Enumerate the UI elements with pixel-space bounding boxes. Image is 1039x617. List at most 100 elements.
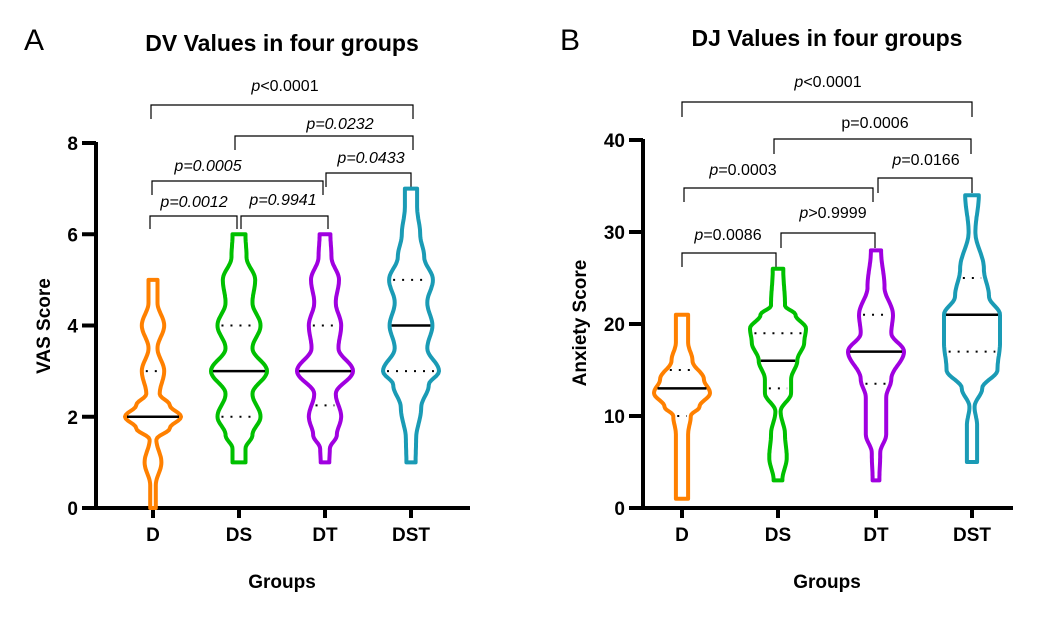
- violin-dt: [295, 232, 355, 465]
- comparison-d-vs-dst: p<0.0001: [681, 74, 973, 117]
- violin-dst: [381, 186, 441, 465]
- x-tick-label: D: [675, 525, 689, 546]
- x-tick-label: DS: [226, 525, 252, 546]
- y-tick-label: 10: [604, 407, 625, 428]
- y-tick-label: 6: [67, 225, 78, 246]
- p-symbol: p: [248, 192, 258, 209]
- comparison-brackets-b: p=0.0086p>0.9999p=0.0003p=0.0166p=0.0006…: [681, 74, 973, 267]
- comparison-dt-vs-dst: p=0.0433: [325, 150, 412, 187]
- y-tick-label: 0: [67, 499, 78, 520]
- x-tick-label: DST: [392, 525, 430, 546]
- p-value-label: p=0.0232: [305, 116, 373, 133]
- p-value-label: p>0.9999: [798, 205, 866, 222]
- p-value: =0.0086: [703, 227, 761, 244]
- p-symbol: p: [708, 162, 718, 179]
- violin-outline: [846, 248, 906, 483]
- comparison-d-vs-dt: p=0.0005: [151, 158, 324, 195]
- x-tick-label: DT: [312, 525, 338, 546]
- p-value: =0.0012: [169, 194, 227, 211]
- comparison-dt-vs-dst: p=0.0166: [877, 152, 973, 193]
- violin-outline: [295, 232, 355, 465]
- violin-dt: [846, 248, 906, 483]
- violins-a: [123, 186, 441, 510]
- comparison-d-vs-ds: p=0.0086: [681, 227, 777, 267]
- y-tick-label: 0: [614, 499, 625, 520]
- violins-b: [652, 193, 1002, 501]
- p-value: =0.0005: [183, 158, 241, 175]
- violin-outline: [381, 186, 441, 465]
- violin-outline: [748, 266, 808, 483]
- p-value-label: p=0.0433: [336, 150, 404, 167]
- p-value: =0.9941: [258, 192, 316, 209]
- p-value-label: p=0.0003: [708, 162, 776, 179]
- violin-ds: [748, 266, 808, 483]
- y-tick-label: 2: [67, 408, 78, 429]
- bracket-line: [149, 215, 238, 229]
- bracket-line: [151, 180, 324, 195]
- p-symbol: p: [336, 150, 346, 167]
- x-tick-label: DST: [953, 525, 991, 546]
- bracket-line: [877, 177, 973, 193]
- p-value-label: p=0.0166: [891, 152, 959, 169]
- comparison-d-vs-ds: p=0.0012: [149, 194, 238, 229]
- panel-letter-b: B: [560, 24, 580, 57]
- y-tick-label: 30: [604, 223, 625, 244]
- axes-b: 0 10 20 30 40 D DS DT DST: [604, 131, 1013, 546]
- p-value-label: p=0.0086: [693, 227, 761, 244]
- panel-a: A DV Values in four groups VAS Score Gro…: [24, 24, 470, 593]
- bracket-line: [325, 172, 412, 187]
- p-value-label: p=0.0012: [159, 194, 227, 211]
- y-tick-label: 4: [67, 317, 78, 338]
- bracket-line: [773, 138, 972, 154]
- p-value-label: p<0.0001: [793, 74, 861, 91]
- x-tick-label: DT: [863, 525, 889, 546]
- p-value: =0.0003: [718, 162, 776, 179]
- p-value-label: p<0.0001: [250, 78, 318, 95]
- p-symbol: p: [305, 116, 315, 133]
- comparison-ds-vs-dt: p=0.9941: [240, 192, 329, 229]
- panel-b: B DJ Values in four groups Anxiety Score…: [560, 24, 1013, 593]
- violin-outline: [209, 232, 269, 465]
- p-symbol: p: [798, 205, 808, 222]
- p-value: =0.0232: [315, 116, 373, 133]
- comparison-ds-vs-dst: p=0.0006: [773, 115, 972, 154]
- panel-letter-a: A: [24, 24, 44, 57]
- x-axis-label-a: Groups: [248, 572, 316, 593]
- p-value: <0.0001: [803, 74, 861, 91]
- bracket-line: [780, 232, 876, 248]
- p-value: <0.0001: [260, 78, 318, 95]
- p-value-label: p=0.9941: [248, 192, 316, 209]
- violin-outline: [123, 277, 183, 510]
- y-tick-label: 8: [67, 134, 78, 155]
- bracket-line: [234, 135, 414, 150]
- comparison-ds-vs-dt: p>0.9999: [780, 205, 876, 248]
- y-axis-label-a: VAS Score: [34, 278, 55, 374]
- p-value: =0.0433: [346, 150, 404, 167]
- y-tick-label: 20: [604, 315, 625, 336]
- chart-title-a: DV Values in four groups: [145, 30, 418, 56]
- x-tick-label: DS: [765, 525, 791, 546]
- p-symbol: p: [793, 74, 803, 91]
- chart-title-b: DJ Values in four groups: [692, 25, 963, 51]
- p-symbol: p: [173, 158, 183, 175]
- x-axis-label-b: Groups: [793, 572, 861, 593]
- comparison-ds-vs-dst: p=0.0232: [234, 116, 414, 150]
- violin-ds: [209, 232, 269, 465]
- comparison-d-vs-dst: p<0.0001: [150, 78, 414, 119]
- violin-outline: [942, 193, 1002, 464]
- y-axis-label-b: Anxiety Score: [570, 260, 591, 387]
- p-value-label: p=0.0005: [173, 158, 241, 175]
- p-value: =0.0166: [901, 152, 959, 169]
- y-tick-label: 40: [604, 131, 625, 152]
- bracket-line: [240, 215, 329, 229]
- bracket-line: [683, 187, 874, 202]
- p-symbol: p: [891, 152, 901, 169]
- bracket-line: [150, 104, 414, 119]
- p-symbol: p: [250, 78, 260, 95]
- p-symbol: p: [693, 227, 703, 244]
- violin-outline: [652, 312, 712, 501]
- bracket-line: [681, 252, 777, 267]
- violin-dst: [942, 193, 1002, 464]
